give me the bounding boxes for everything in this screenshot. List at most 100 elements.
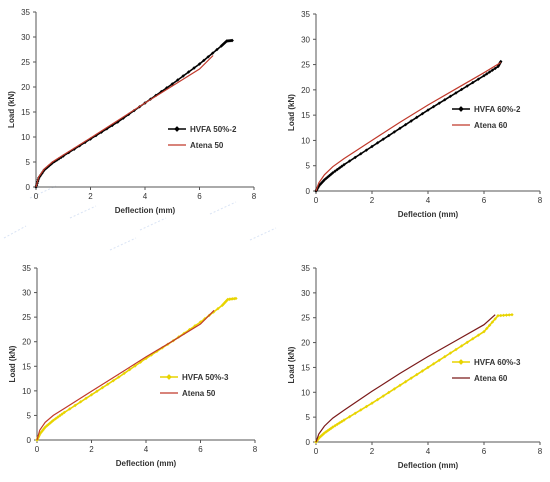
data-point	[230, 38, 234, 43]
y-tick-label: 5	[306, 413, 311, 422]
y-tick-label: 10	[301, 136, 310, 145]
data-point	[499, 313, 503, 318]
x-tick-label: 8	[538, 196, 543, 205]
data-point	[176, 78, 180, 82]
series-markers-1	[34, 38, 234, 189]
data-point	[504, 313, 509, 317]
x-tick-label: 2	[370, 196, 375, 205]
data-point	[127, 367, 132, 372]
x-tick-label: 8	[253, 445, 258, 454]
data-point	[448, 94, 453, 99]
y-tick-label: 10	[22, 387, 31, 396]
x-axis-label: Deflection (mm)	[115, 206, 176, 215]
x-tick-label: 0	[314, 447, 319, 456]
x-tick-label: 6	[198, 445, 203, 454]
x-axis-label: Deflection (mm)	[398, 210, 459, 219]
background-stripe	[3, 225, 27, 239]
data-point	[476, 77, 481, 81]
data-point	[331, 171, 335, 175]
y-axis-label: Load (kN)	[7, 91, 16, 128]
data-point	[487, 70, 492, 74]
legend-label: HVFA 60%-2	[474, 105, 521, 114]
y-axis-label: Load (kN)	[287, 94, 296, 131]
y-axis-label: Load (kN)	[8, 345, 17, 382]
y-tick-label: 10	[301, 388, 310, 397]
y-tick-label: 35	[301, 264, 310, 273]
chart-panel-2: 0 5 10 15 20 25 30 35 0 2 4 6 8 Deflection (mm) Load (…	[287, 10, 543, 219]
y-tick-label: 0	[306, 187, 311, 196]
y-tick-label: 0	[26, 183, 31, 192]
y-tick-label: 15	[22, 362, 31, 371]
x-tick-label: 6	[197, 192, 202, 201]
data-point	[403, 122, 408, 127]
background-stripe	[139, 217, 167, 231]
data-point	[122, 371, 126, 376]
background-stripe	[249, 227, 277, 241]
y-tick-label: 30	[22, 289, 31, 298]
x-tick-label: 4	[144, 445, 149, 454]
x-tick-label: 6	[482, 196, 487, 205]
y-tick-label: 25	[301, 61, 310, 70]
data-point	[409, 119, 413, 123]
legend: HVFA 60%-2 Atena 60	[452, 105, 521, 130]
y-tick-label: 30	[301, 289, 310, 298]
x-axis-label: Deflection (mm)	[398, 461, 459, 470]
data-point	[210, 51, 215, 55]
x-axis-label: Deflection (mm)	[116, 459, 177, 468]
chart-panel-1: 0 5 10 15 20 25 30 35 0 2 4 6 8 Deflection (mm) Load (…	[7, 8, 257, 215]
y-tick-label: 0	[27, 436, 32, 445]
legend-marker	[458, 359, 464, 365]
data-point	[443, 98, 447, 102]
y-tick-label: 5	[27, 411, 32, 420]
data-point	[234, 296, 238, 301]
data-point	[216, 306, 220, 311]
y-tick-label: 25	[22, 313, 31, 322]
data-point	[337, 166, 342, 170]
series-line-2	[315, 314, 496, 443]
y-axis-label: Load (kN)	[287, 346, 296, 383]
x-tick-label: 8	[538, 447, 543, 456]
legend-label: Atena 50	[182, 389, 216, 398]
background-stripe	[69, 205, 97, 219]
chart-panels: 0 5 10 15 20 25 30 35 0 2 4 6 8 Deflection (mm) Load (…	[7, 8, 543, 470]
data-point	[420, 112, 425, 116]
data-point	[186, 70, 191, 74]
series-line-2	[36, 309, 215, 441]
data-point	[202, 58, 206, 63]
data-point	[507, 313, 511, 317]
y-tick-label: 20	[22, 338, 31, 347]
data-point	[95, 389, 99, 393]
y-tick-label: 30	[21, 33, 30, 42]
data-point	[117, 375, 121, 379]
data-point	[364, 148, 369, 152]
x-tick-label: 8	[252, 192, 257, 201]
x-tick-label: 4	[143, 192, 148, 201]
data-point	[73, 403, 77, 408]
legend-marker	[458, 106, 464, 112]
data-point	[111, 378, 115, 383]
data-point	[490, 68, 495, 72]
data-point	[62, 410, 66, 415]
data-point	[493, 66, 497, 71]
background-stripe	[109, 237, 137, 251]
data-point	[510, 313, 514, 317]
x-tick-label: 6	[482, 447, 487, 456]
data-point	[482, 74, 486, 78]
y-tick-label: 35	[301, 10, 310, 19]
series-markers-1	[35, 296, 238, 442]
y-tick-label: 25	[21, 58, 30, 67]
legend: HVFA 60%-3 Atena 60	[452, 358, 521, 383]
data-point	[437, 101, 441, 105]
y-tick-label: 25	[301, 314, 310, 323]
legend-label: HVFA 50%-3	[182, 373, 229, 382]
series-line-2	[315, 61, 502, 192]
data-point	[133, 364, 137, 368]
y-tick-label: 30	[301, 35, 310, 44]
x-tick-label: 0	[314, 196, 319, 205]
y-tick-label: 5	[26, 158, 31, 167]
series-line-2	[35, 55, 214, 188]
data-point	[359, 152, 363, 156]
data-point	[454, 91, 458, 95]
y-tick-label: 20	[21, 83, 30, 92]
